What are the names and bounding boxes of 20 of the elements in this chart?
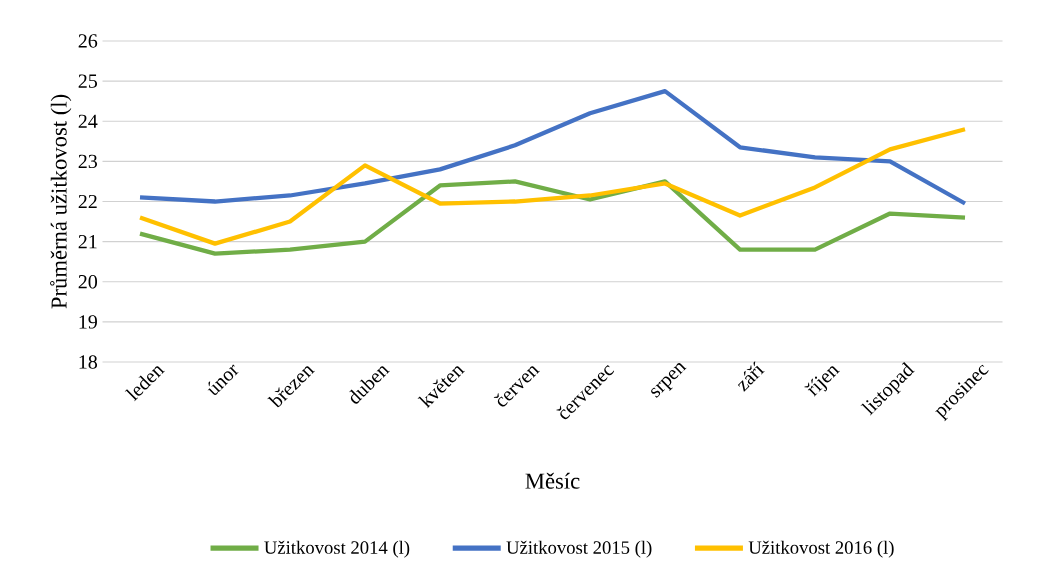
y-tick-label: 23 bbox=[78, 154, 98, 169]
y-tick-label: 26 bbox=[78, 34, 98, 48]
y-tick-label: 18 bbox=[79, 355, 98, 369]
x-axis-title: Měsíc bbox=[525, 472, 580, 489]
y-tick-label: 25 bbox=[78, 74, 98, 88]
y-tick-label: 24 bbox=[78, 114, 98, 128]
y-axis-title: Průměrná užitkovost (l) bbox=[50, 94, 72, 309]
legend-label: Užitkovost 2014 (l) bbox=[264, 540, 410, 558]
y-tick-label: 20 bbox=[78, 275, 98, 289]
x-tick-label: říjen bbox=[804, 366, 840, 397]
x-tick-label: únor bbox=[207, 364, 239, 396]
line-series bbox=[137, 179, 968, 256]
line-series bbox=[137, 89, 968, 206]
y-tick-label: 19 bbox=[79, 315, 97, 329]
y-tick-label: 22 bbox=[78, 194, 97, 209]
y-tick-label: 21 bbox=[78, 235, 97, 249]
line-series bbox=[137, 127, 968, 246]
legend-label: Užitkovost 2016 (l) bbox=[748, 540, 894, 558]
x-tick-label: září bbox=[737, 361, 765, 392]
legend-label: Užitkovost 2015 (l) bbox=[506, 540, 652, 558]
